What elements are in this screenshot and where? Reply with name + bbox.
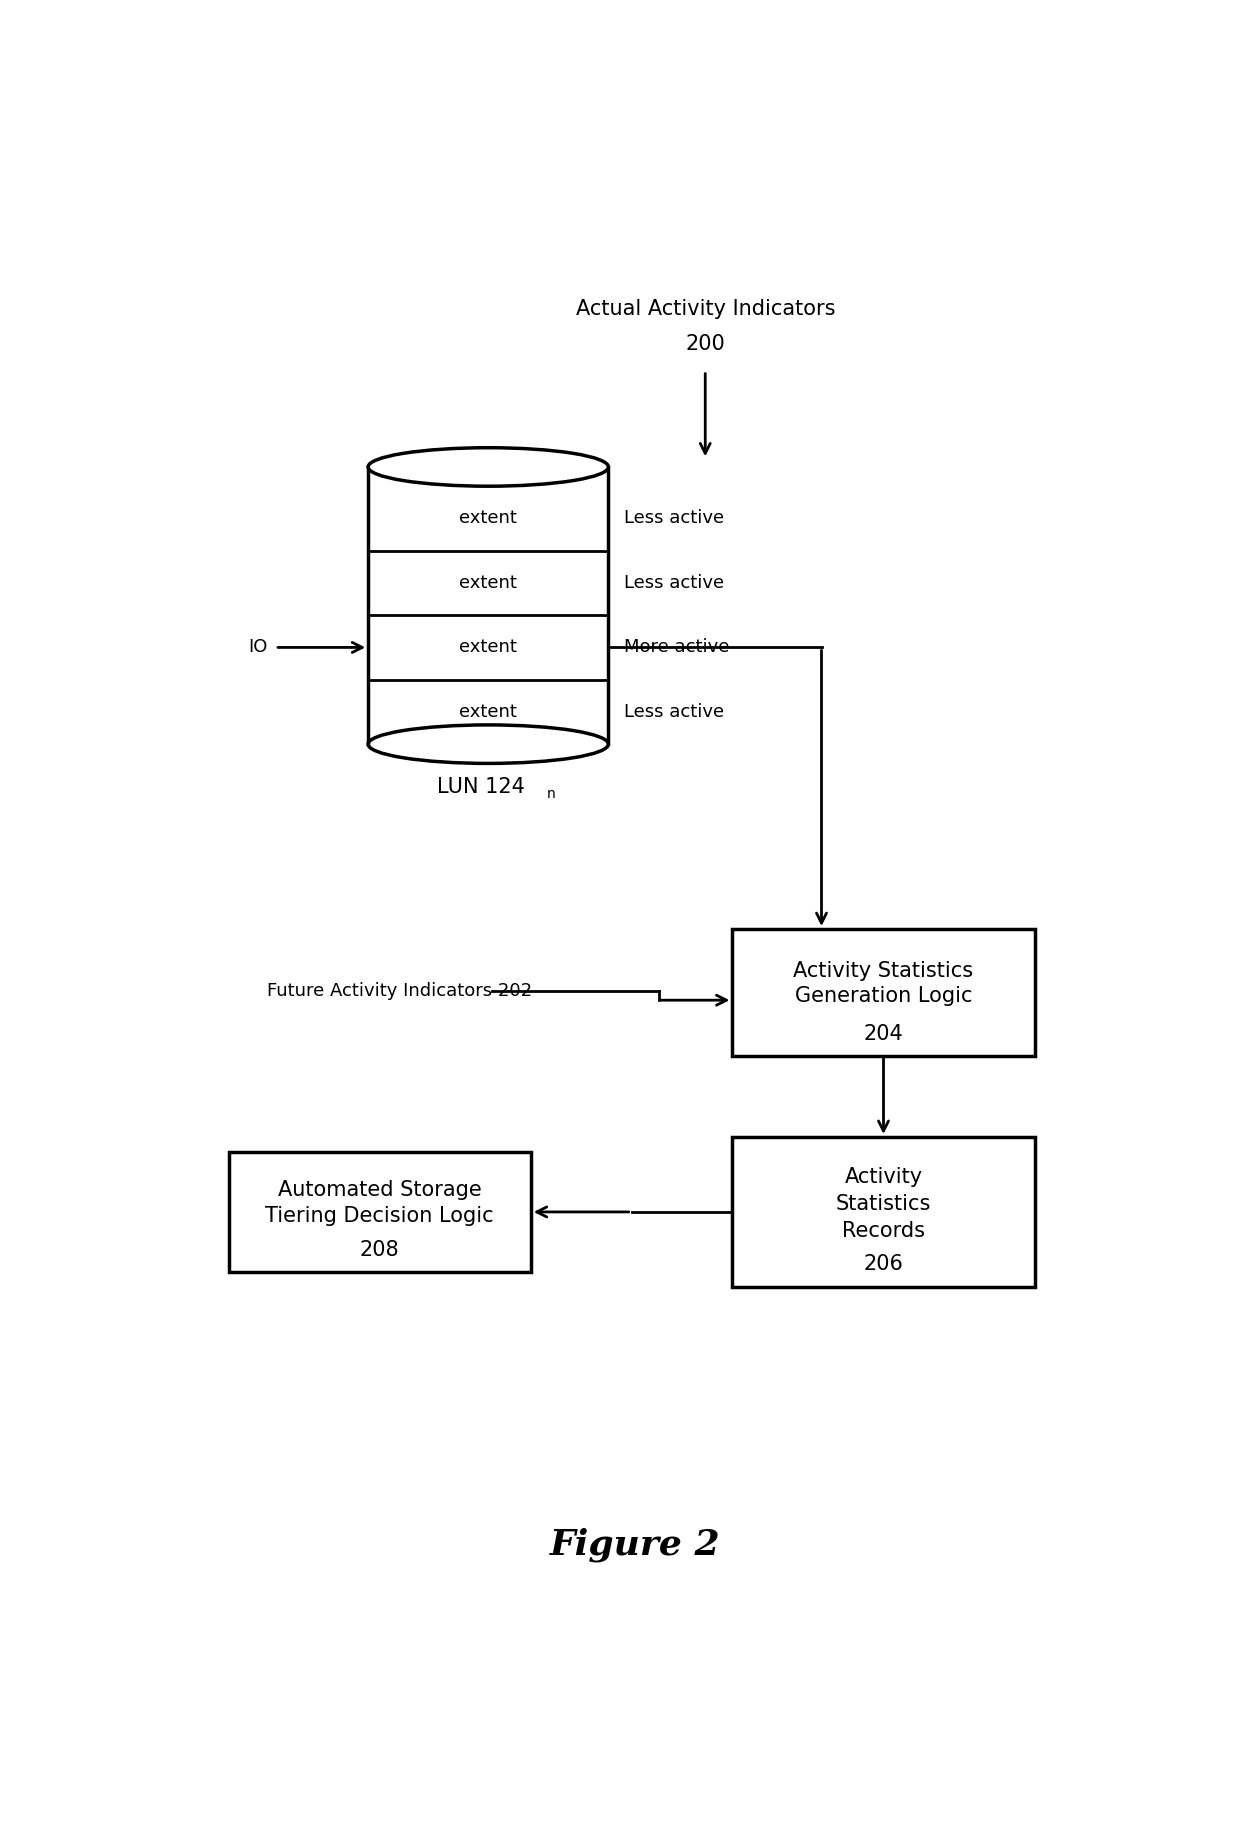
Text: Records: Records — [842, 1220, 925, 1241]
Text: 204: 204 — [863, 1024, 904, 1044]
Text: extent: extent — [459, 573, 517, 592]
Text: 206: 206 — [863, 1254, 904, 1274]
Text: LUN 124: LUN 124 — [436, 776, 525, 796]
Text: Statistics: Statistics — [836, 1195, 931, 1215]
Ellipse shape — [368, 724, 609, 763]
Text: Automated Storage: Automated Storage — [278, 1180, 481, 1200]
Text: IO: IO — [248, 638, 268, 656]
Text: n: n — [547, 787, 556, 801]
Text: Future Activity Indicators 202: Future Activity Indicators 202 — [268, 981, 532, 1000]
Text: More active: More active — [624, 638, 729, 656]
Text: extent: extent — [459, 638, 517, 656]
Bar — [368, 467, 609, 744]
Text: extent: extent — [459, 702, 517, 720]
Text: 208: 208 — [360, 1241, 399, 1261]
Text: 200: 200 — [686, 335, 725, 353]
Text: Less active: Less active — [624, 573, 724, 592]
Bar — [228, 1152, 531, 1272]
Text: Activity Statistics: Activity Statistics — [794, 961, 973, 981]
Text: extent: extent — [459, 509, 517, 528]
Text: Tiering Decision Logic: Tiering Decision Logic — [265, 1206, 494, 1226]
Text: Generation Logic: Generation Logic — [795, 987, 972, 1007]
Text: Actual Activity Indicators: Actual Activity Indicators — [575, 300, 835, 320]
Text: Activity: Activity — [844, 1167, 923, 1187]
Bar — [733, 1138, 1034, 1287]
Text: Less active: Less active — [624, 702, 724, 720]
Text: Figure 2: Figure 2 — [551, 1527, 720, 1562]
Bar — [733, 928, 1034, 1057]
Ellipse shape — [368, 448, 609, 487]
Text: Less active: Less active — [624, 509, 724, 528]
